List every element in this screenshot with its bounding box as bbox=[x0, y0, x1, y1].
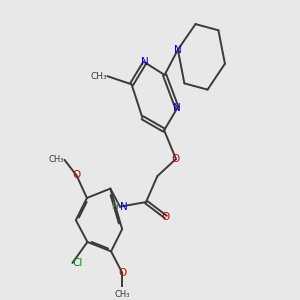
Text: O: O bbox=[72, 170, 81, 181]
Text: O: O bbox=[172, 154, 180, 164]
Text: N: N bbox=[120, 202, 128, 212]
Text: N: N bbox=[141, 58, 149, 68]
Text: CH₃: CH₃ bbox=[91, 72, 107, 81]
Text: O: O bbox=[118, 268, 127, 278]
Text: Cl: Cl bbox=[73, 258, 83, 268]
Text: CH₃: CH₃ bbox=[49, 155, 64, 164]
Text: N: N bbox=[174, 45, 182, 55]
Text: H: H bbox=[112, 202, 118, 211]
Text: N: N bbox=[173, 103, 181, 113]
Text: O: O bbox=[162, 212, 170, 222]
Text: CH₃: CH₃ bbox=[115, 290, 130, 298]
